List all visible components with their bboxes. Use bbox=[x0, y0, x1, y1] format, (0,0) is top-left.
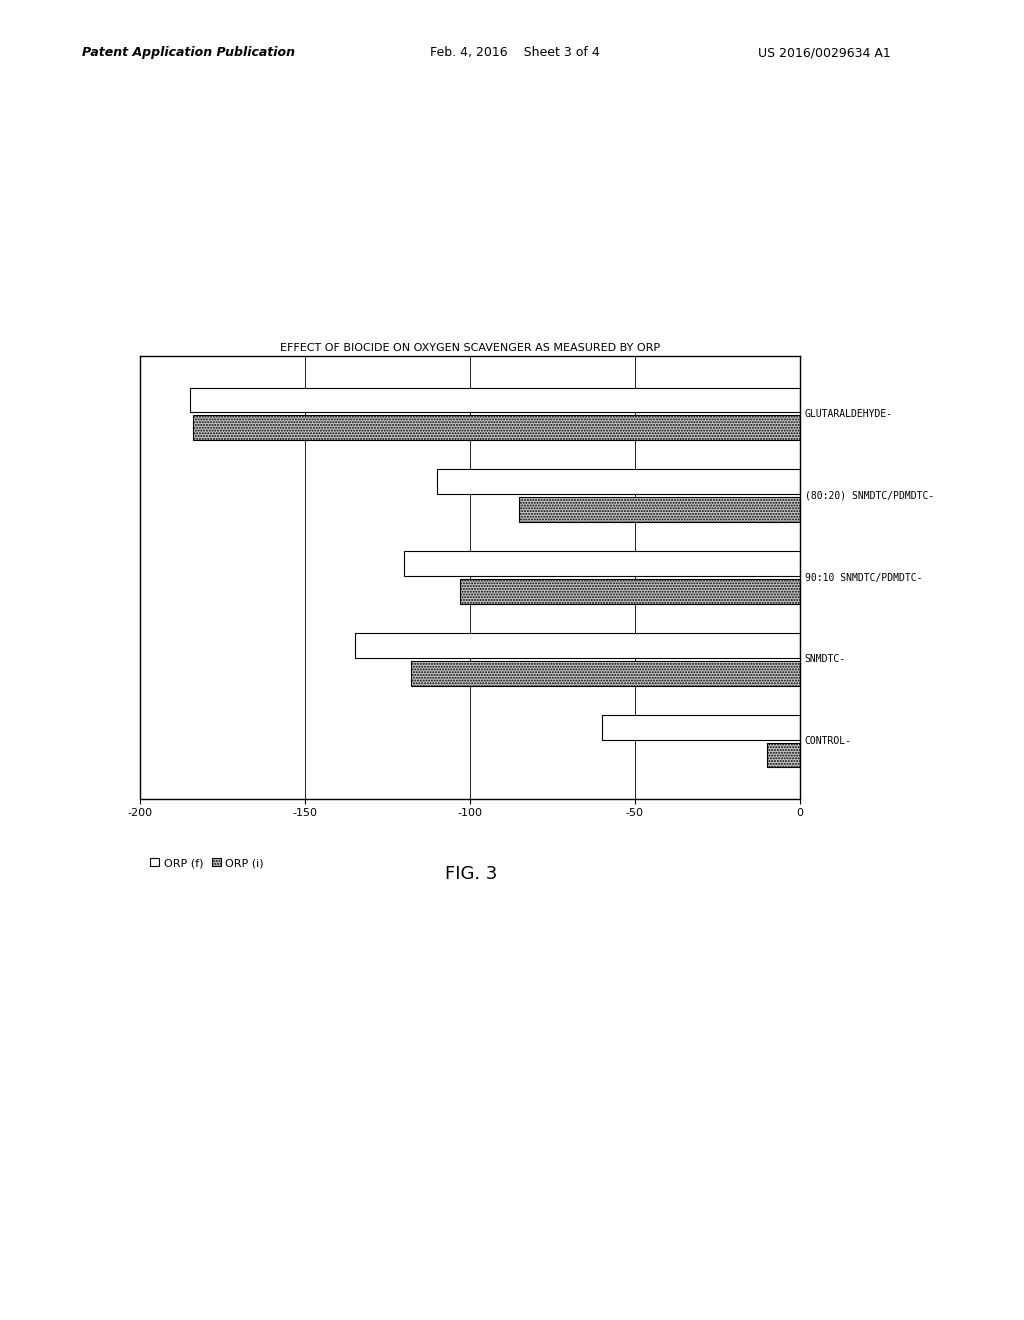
Bar bbox=[767, 743, 800, 767]
Bar bbox=[460, 579, 800, 603]
Title: EFFECT OF BIOCIDE ON OXYGEN SCAVENGER AS MEASURED BY ORP: EFFECT OF BIOCIDE ON OXYGEN SCAVENGER AS… bbox=[280, 343, 660, 352]
Text: US 2016/0029634 A1: US 2016/0029634 A1 bbox=[758, 46, 891, 59]
Bar bbox=[189, 388, 800, 412]
Text: 90:10 SNMDTC/PDMDTC-: 90:10 SNMDTC/PDMDTC- bbox=[805, 573, 923, 582]
Bar bbox=[411, 661, 800, 685]
Legend: ORP (f), ORP (i): ORP (f), ORP (i) bbox=[145, 854, 268, 873]
Bar bbox=[519, 498, 800, 521]
Bar bbox=[602, 715, 800, 739]
Text: (80:20) SNMDTC/PDMDTC-: (80:20) SNMDTC/PDMDTC- bbox=[805, 491, 934, 500]
Text: Feb. 4, 2016    Sheet 3 of 4: Feb. 4, 2016 Sheet 3 of 4 bbox=[430, 46, 600, 59]
Text: SNMDTC-: SNMDTC- bbox=[805, 655, 846, 664]
Bar bbox=[354, 634, 800, 657]
Bar bbox=[194, 416, 800, 440]
Text: CONTROL-: CONTROL- bbox=[805, 737, 852, 746]
Text: FIG. 3: FIG. 3 bbox=[444, 865, 498, 883]
Bar bbox=[404, 552, 800, 576]
Text: GLUTARALDEHYDE-: GLUTARALDEHYDE- bbox=[805, 409, 893, 418]
Bar bbox=[437, 470, 800, 494]
Text: Patent Application Publication: Patent Application Publication bbox=[82, 46, 295, 59]
